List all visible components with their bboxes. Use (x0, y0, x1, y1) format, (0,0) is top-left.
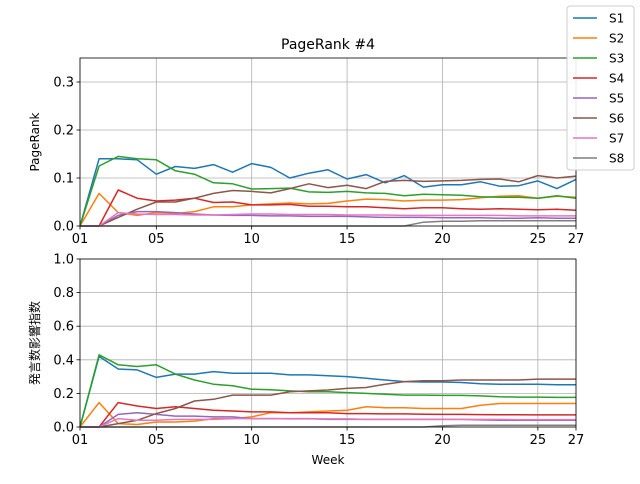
y-tick-label: 0.4 (53, 353, 74, 368)
x-tick-label: 15 (339, 433, 356, 448)
x-axis-label: Week (312, 453, 345, 467)
y-axis-label: 発言数影響指数 (27, 301, 42, 385)
legend-label-s3: S3 (609, 52, 624, 66)
chart-title: PageRank #4 (281, 37, 375, 53)
panel-1: 01 05 10 15 20 25 27 0.0 0.1 0.2 0.3 PageRank (28, 57, 585, 247)
series-line-s2 (79, 401, 576, 428)
x-tick-label: 20 (434, 433, 451, 448)
series-line-s7 (80, 211, 576, 227)
series-line-s5 (80, 210, 576, 227)
x-tick-label: 10 (243, 433, 260, 448)
legend-label-s1: S1 (609, 12, 624, 26)
x-tick-label: 27 (568, 232, 585, 247)
series-line-s1 (79, 158, 577, 227)
y-tick-label: 0.0 (53, 421, 74, 436)
legend-label-s5: S5 (609, 92, 624, 106)
panel-2: 01 05 10 15 20 25 27 0.0 0.2 0.4 0.6 0.8 1.0 発言数影響指数 W… (27, 253, 584, 468)
series-line-s7 (80, 417, 576, 428)
y-tick-label: 0.3 (53, 76, 74, 91)
y-tick-label: 0.0 (53, 220, 74, 235)
x-tick-label: 05 (148, 232, 165, 247)
x-tick-label: 01 (72, 433, 89, 448)
legend-label-s7: S7 (609, 132, 624, 146)
series-line-s6 (80, 378, 576, 428)
y-tick-label: 0.2 (53, 124, 74, 139)
y-axis-label: PageRank (28, 112, 42, 171)
x-tick-label: 15 (339, 232, 356, 247)
legend-label-s4: S4 (609, 72, 624, 86)
x-tick-label: 25 (530, 232, 547, 247)
y-tick-label: 0.2 (53, 387, 74, 402)
axes-frame (79, 258, 577, 428)
series-line-s4 (80, 401, 576, 428)
legend-label-s2: S2 (609, 32, 624, 46)
chart-panels: 01 05 10 15 20 25 27 0.0 0.1 0.2 0.3 PageRank 01 05 10… (27, 57, 585, 468)
y-tick-label: 0.8 (53, 286, 74, 301)
series-line-s6 (80, 174, 577, 227)
series-line-s4 (80, 189, 577, 227)
legend: S1 S2 S3 S4 S5 S6 S7 S8 (566, 5, 635, 171)
x-tick-label: 20 (434, 232, 451, 247)
legend-box (566, 5, 635, 171)
series-line-s3 (79, 354, 576, 428)
series-line-s3 (79, 155, 577, 227)
x-tick-label: 27 (568, 433, 585, 448)
x-tick-label: 10 (243, 232, 260, 247)
y-tick-label: 1.0 (53, 253, 74, 268)
y-tick-label: 0.1 (53, 172, 74, 187)
y-tick-label: 0.6 (53, 320, 74, 335)
legend-label-s6: S6 (609, 112, 624, 126)
x-tick-label: 01 (72, 232, 89, 247)
series-line-s1 (79, 355, 576, 428)
x-tick-label: 05 (148, 433, 165, 448)
x-tick-label: 25 (530, 433, 547, 448)
legend-label-s8: S8 (609, 152, 624, 166)
